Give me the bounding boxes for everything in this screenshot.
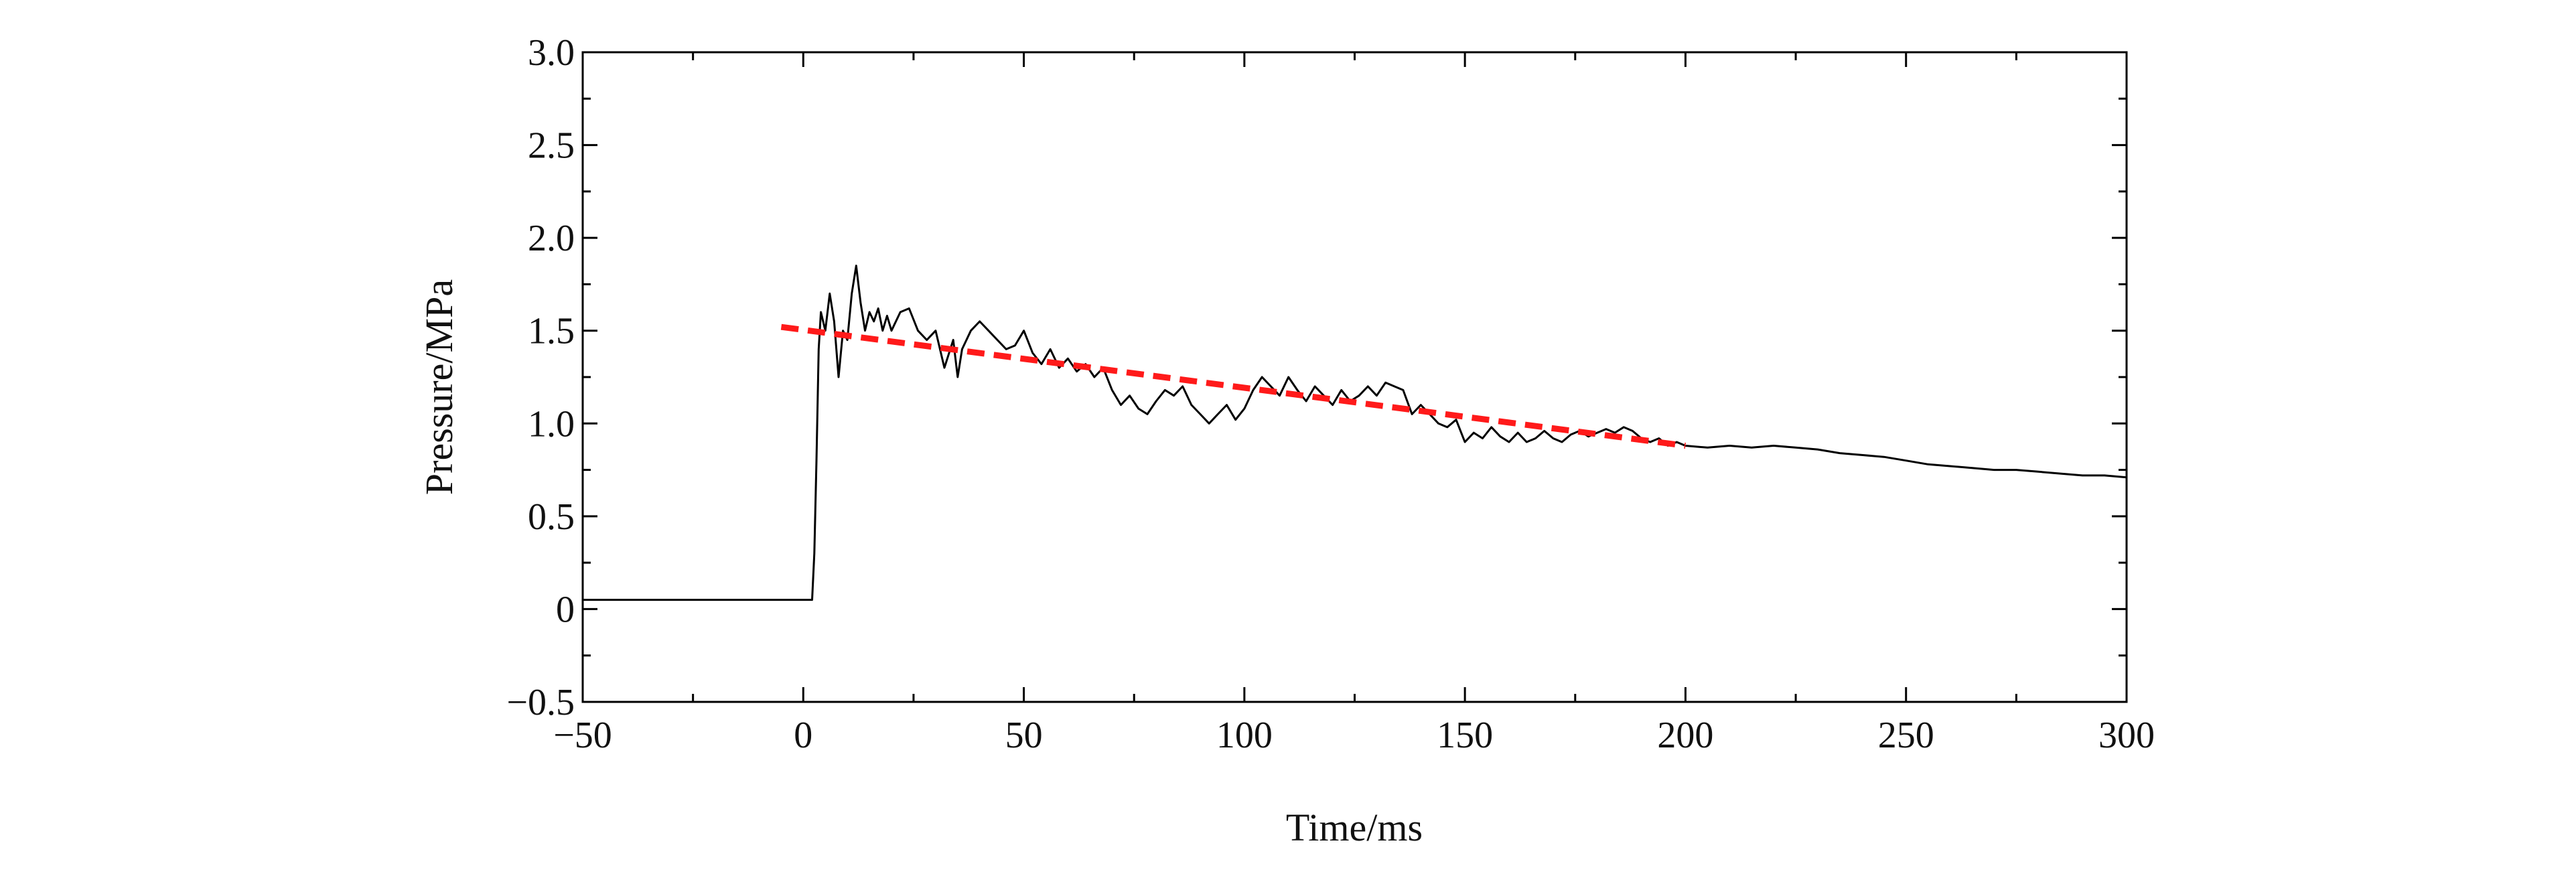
y-tick-label: 2.0 [528, 218, 575, 259]
y-tick-label: 2.5 [528, 125, 575, 167]
x-axis-title: Time/ms [1286, 806, 1423, 849]
x-tick-label: 50 [1005, 715, 1043, 756]
ticks: −50 0 50 100 150 200 250 300 −0.5 0 0.5 1.0 1.5 2.0 2.… [506, 32, 2155, 756]
trend-line-dashed [780, 323, 1686, 449]
x-tick-label: 0 [794, 715, 812, 756]
y-axis-title: Pressure/MPa [417, 279, 461, 495]
plot-frame [581, 51, 2128, 703]
axes [581, 51, 2128, 703]
x-tick-label: 150 [1437, 715, 1493, 756]
y-tick-label: −0.5 [506, 682, 575, 723]
x-tick-label: 100 [1216, 715, 1273, 756]
x-tick-label: 250 [1878, 715, 1934, 756]
y-tick-label: 1.5 [528, 311, 575, 352]
series [583, 265, 2127, 601]
x-tick-label: −50 [553, 715, 612, 756]
y-tick-label: 0 [556, 589, 575, 630]
y-tick-label: 3.0 [528, 32, 575, 74]
x-tick-label: 200 [1657, 715, 1713, 756]
x-tick-label: 300 [2098, 715, 2155, 756]
pressure-curve [583, 265, 2127, 601]
y-tick-label: 1.0 [528, 403, 575, 445]
y-tick-label: 0.5 [528, 496, 575, 538]
